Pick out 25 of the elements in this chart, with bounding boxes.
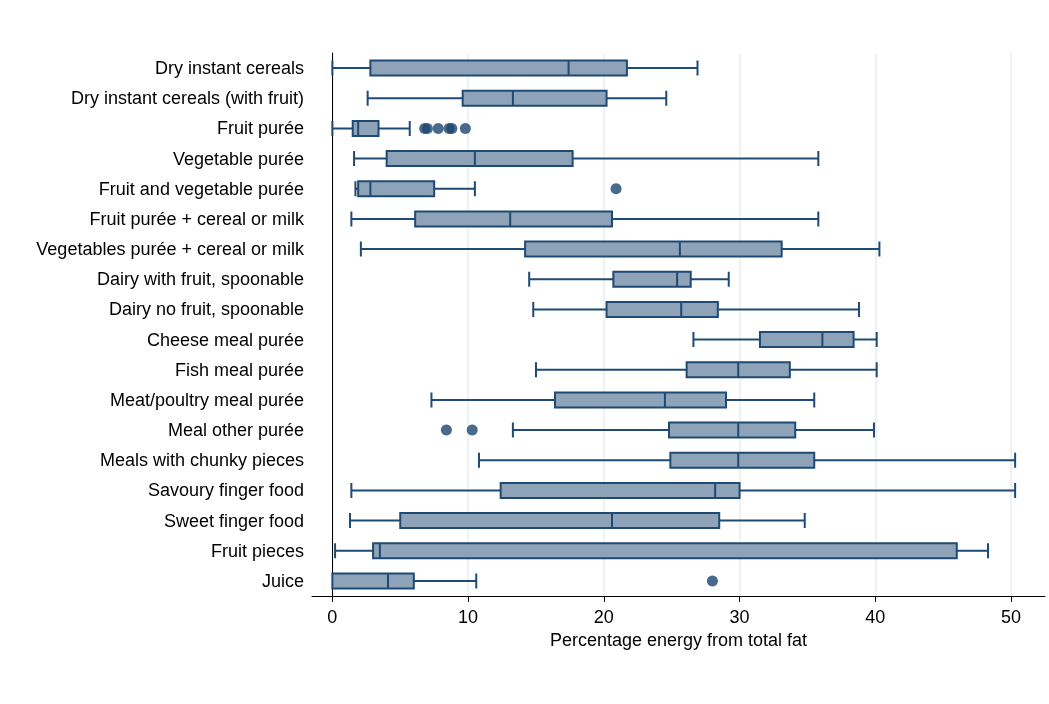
y-tick-label: Cheese meal purée — [146, 329, 304, 350]
y-tick-label: Vegetables purée + cereal or milk — [36, 239, 305, 260]
y-tick-label: Meal other purée — [167, 420, 304, 441]
y-tick-label: Sweet finger food — [163, 510, 304, 531]
y-tick-label: Juice — [261, 570, 304, 591]
x-tick-label: 50 — [1001, 607, 1022, 627]
y-tick-label: Dairy no fruit, spoonable — [108, 299, 304, 320]
y-tick-label: Fruit purée — [216, 118, 304, 139]
y-tick-label: Fruit pieces — [210, 540, 304, 561]
y-tick-label: Meals with chunky pieces — [99, 450, 304, 471]
y-tick-label: Fruit and vegetable purée — [98, 178, 304, 199]
x-tick-label: 40 — [865, 607, 886, 627]
x-axis-title: Percentage energy from total fat — [549, 629, 808, 650]
x-tick-label: 20 — [593, 607, 614, 627]
y-tick-label: Meat/poultry meal purée — [109, 389, 304, 410]
y-tick-label: Dry instant cereals — [154, 58, 304, 79]
x-tick-label: 0 — [327, 607, 338, 627]
x-tick-label: 30 — [729, 607, 750, 627]
y-tick-label: Vegetable purée — [172, 148, 304, 169]
y-tick-label: Dry instant cereals (with fruit) — [70, 88, 304, 109]
y-tick-label: Dairy with fruit, spoonable — [96, 269, 304, 290]
y-tick-label: Fish meal purée — [174, 359, 304, 380]
x-tick-label: 10 — [458, 607, 479, 627]
y-tick-label: Savoury finger food — [147, 480, 304, 501]
y-tick-label: Fruit purée + cereal or milk — [89, 208, 305, 229]
